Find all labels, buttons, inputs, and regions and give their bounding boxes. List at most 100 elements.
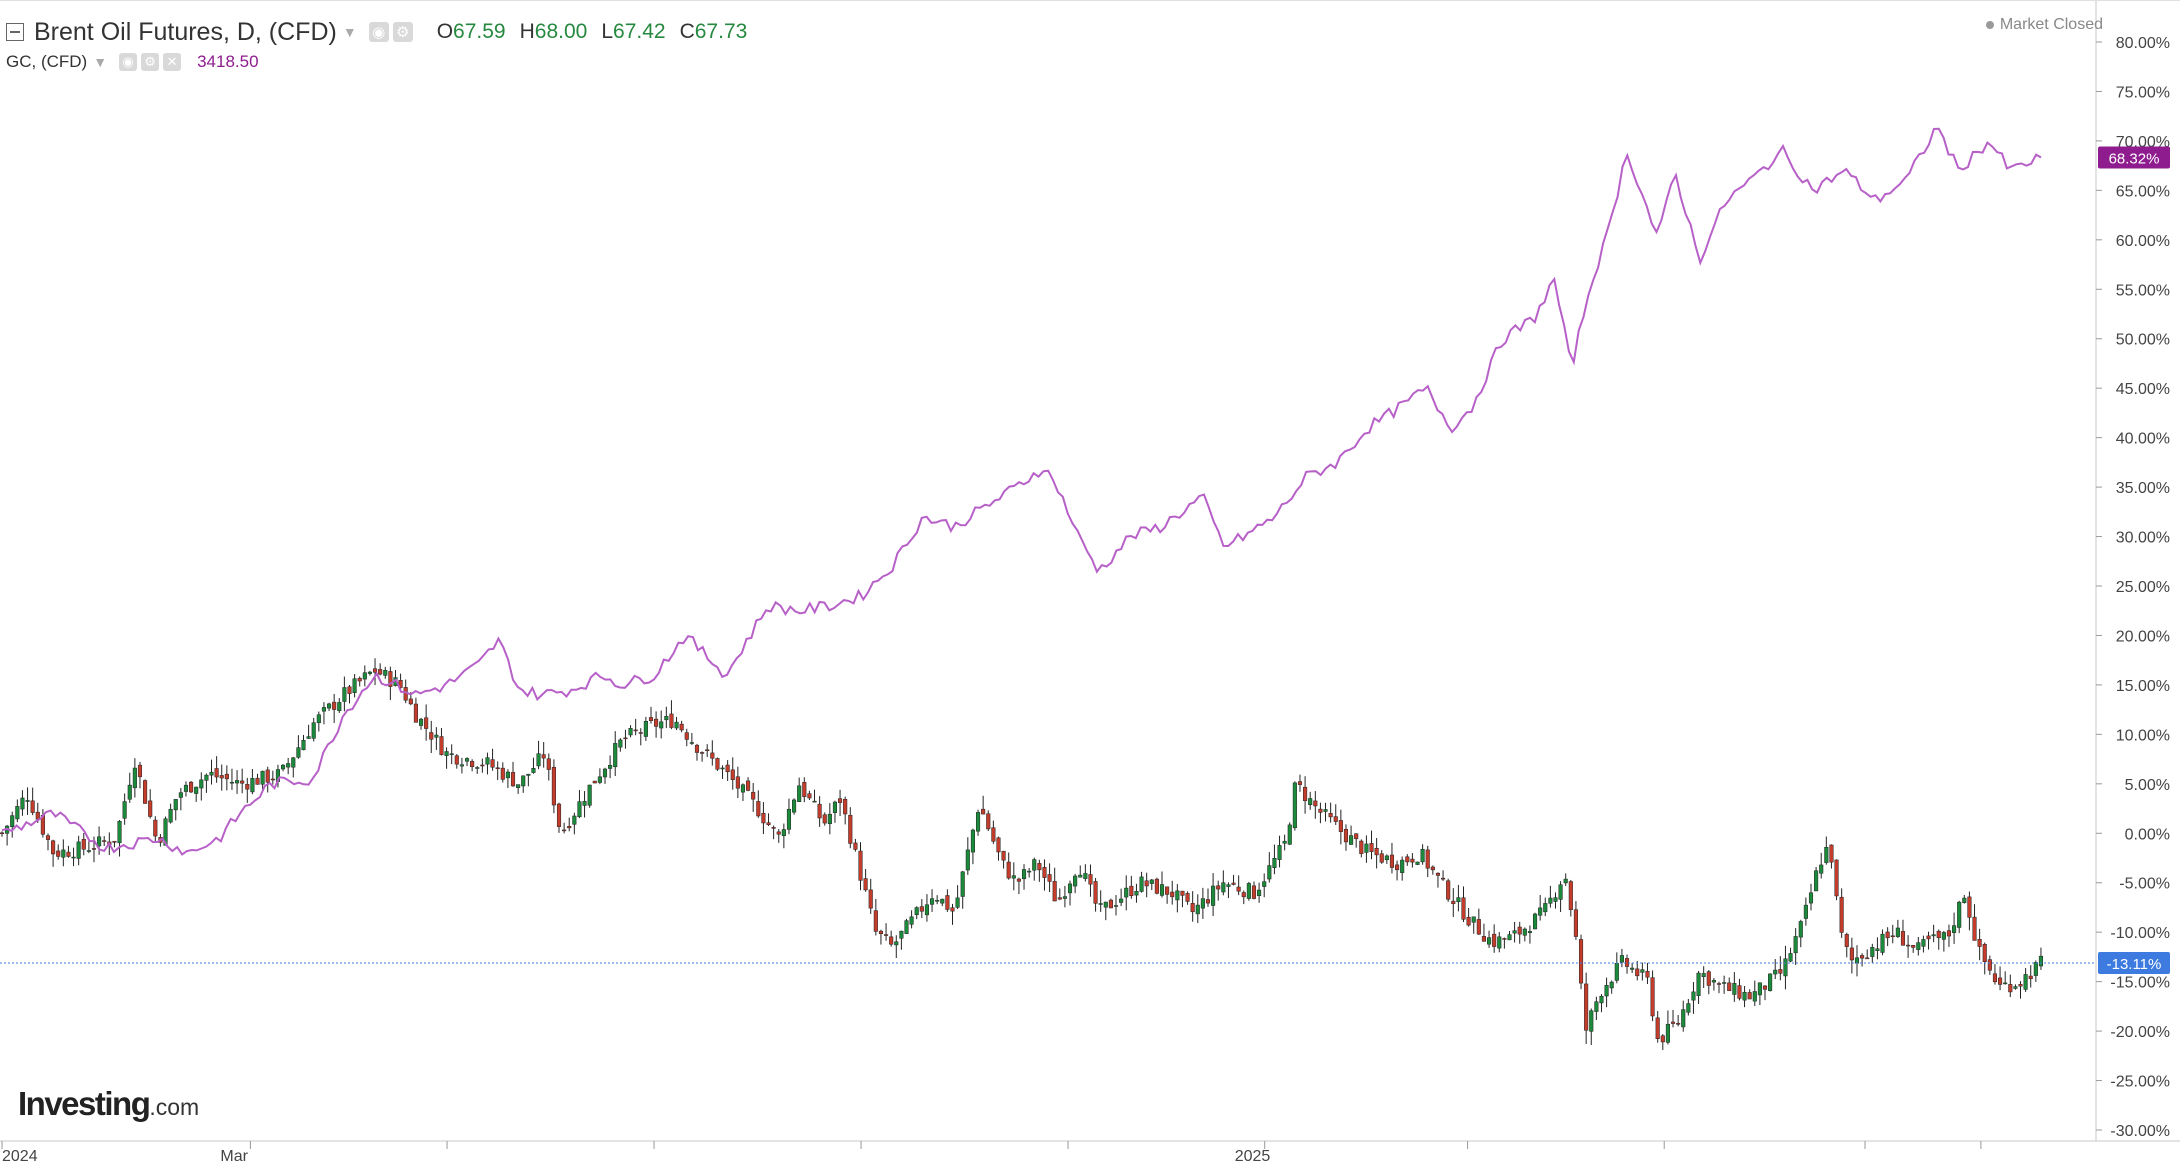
brent-candle-body <box>1584 983 1589 1031</box>
brent-candle-body <box>1722 982 1727 984</box>
brent-candle-body <box>751 791 756 800</box>
brent-candle-body <box>735 776 740 789</box>
brent-candle-body <box>163 818 168 846</box>
brent-candle-body <box>505 771 510 779</box>
brent-candle-body <box>178 792 183 798</box>
brent-candle-body <box>413 703 418 723</box>
brent-candle-body <box>209 771 214 776</box>
primary-symbol-title[interactable]: Brent Oil Futures, D, (CFD) <box>34 17 337 46</box>
brent-candle-body <box>1159 884 1165 896</box>
brent-candle-body <box>786 808 792 830</box>
brent-candle-body <box>1757 982 1762 996</box>
brent-candle-body <box>1885 931 1890 939</box>
x-tick-label: 2025 <box>1235 1148 1271 1165</box>
brent-candle-body <box>756 801 761 817</box>
brent-candle-body <box>797 785 802 802</box>
brent-candle-body <box>475 767 480 769</box>
gear-icon[interactable]: ⚙ <box>392 22 413 42</box>
brent-candle-body <box>10 815 15 827</box>
brent-candle-body <box>991 827 996 842</box>
brent-candle-body <box>945 895 950 910</box>
brent-candle-body <box>418 718 424 726</box>
brent-candle-body <box>1630 967 1635 970</box>
brent-candle-body <box>1992 973 1998 983</box>
brent-candle-body <box>914 907 919 915</box>
brent-candle-body <box>480 764 485 767</box>
brent-candle-body <box>1165 886 1170 895</box>
brent-candle-body <box>924 904 929 916</box>
brent-candle-body <box>659 721 664 729</box>
brent-candle-body <box>1921 939 1926 947</box>
brent-candle-body <box>1522 928 1527 936</box>
brent-candle-body <box>1446 880 1451 900</box>
brent-candle-body <box>1512 930 1517 934</box>
brent-candle-body <box>592 780 597 784</box>
secondary-symbol-title[interactable]: GC, (CFD) <box>6 52 88 71</box>
brent-candle-body <box>1936 930 1941 938</box>
brent-candle-body <box>1313 800 1318 807</box>
brent-candle-body <box>1619 955 1624 963</box>
y-tick-label: -30.00% <box>2110 1123 2170 1140</box>
brent-candle-body <box>1645 970 1650 978</box>
investing-logo: Investing .com <box>18 1085 199 1123</box>
brent-candle-body <box>1875 948 1880 951</box>
eye-icon[interactable]: ◉ <box>368 22 389 42</box>
brent-candle-body <box>1650 977 1655 1017</box>
brent-candle-body <box>1614 962 1619 981</box>
brent-candle-body <box>1701 973 1706 977</box>
brent-candle-body <box>1430 866 1435 871</box>
collapse-legend-icon[interactable] <box>6 23 24 41</box>
y-tick-label: 5.00% <box>2125 777 2170 794</box>
brent-candle-body <box>975 812 981 832</box>
brent-candle-body <box>996 837 1001 853</box>
brent-candle-body <box>2008 984 2013 993</box>
brent-candle-body <box>30 800 35 813</box>
brent-candle-body <box>1768 973 1773 991</box>
brent-candle-body <box>1359 840 1364 854</box>
gear-icon[interactable]: ⚙ <box>141 53 160 71</box>
low-label: L <box>601 20 614 43</box>
brent-candle-body <box>71 856 76 859</box>
brent-candle-body <box>1067 883 1073 894</box>
close-icon[interactable]: ✕ <box>163 53 182 71</box>
brent-candle-body <box>781 829 786 836</box>
brent-candle-body <box>194 786 199 794</box>
brent-candle-body <box>1006 861 1011 879</box>
brent-candle-body <box>510 772 516 787</box>
y-tick-label: -5.00% <box>2119 876 2170 893</box>
brent-candle-body <box>2033 962 2038 976</box>
brent-candle-body <box>424 717 429 729</box>
brent-candle-body <box>679 723 684 731</box>
brent-candle-body <box>229 781 235 784</box>
brent-candle-body <box>1001 850 1006 861</box>
brent-candle-body <box>1323 809 1328 812</box>
brent-candle-body <box>710 752 715 759</box>
high-label: H <box>519 20 535 43</box>
brent-candle-body <box>802 782 807 797</box>
brent-candle-body <box>761 813 766 824</box>
brent-candle-body <box>127 784 132 800</box>
y-tick-label: -25.00% <box>2110 1074 2170 1091</box>
brent-candle-body <box>960 871 965 897</box>
y-tick-label: 35.00% <box>2116 480 2170 497</box>
brent-candle-body <box>143 780 148 804</box>
brent-candle-body <box>281 764 286 770</box>
brent-candle-body <box>776 831 781 835</box>
last-value-badge-label: 68.32% <box>2109 151 2160 168</box>
eye-icon[interactable]: ◉ <box>119 53 138 71</box>
brent-candle-body <box>623 737 628 740</box>
brent-candle-body <box>648 717 654 721</box>
brent-candle-body <box>700 752 705 754</box>
brent-candle-body <box>112 840 117 843</box>
chevron-down-icon[interactable]: ▼ <box>342 24 357 40</box>
brent-candle-body <box>1716 983 1722 985</box>
brent-candle-body <box>771 827 776 829</box>
brent-candle-body <box>1318 808 1323 813</box>
y-tick-label: 30.00% <box>2116 530 2170 547</box>
brent-candle-body <box>347 686 352 694</box>
chevron-down-icon[interactable]: ▼ <box>93 54 108 70</box>
brent-candle-body <box>286 763 291 768</box>
brent-candle-body <box>1747 992 1752 1000</box>
brent-candle-body <box>1272 858 1277 868</box>
